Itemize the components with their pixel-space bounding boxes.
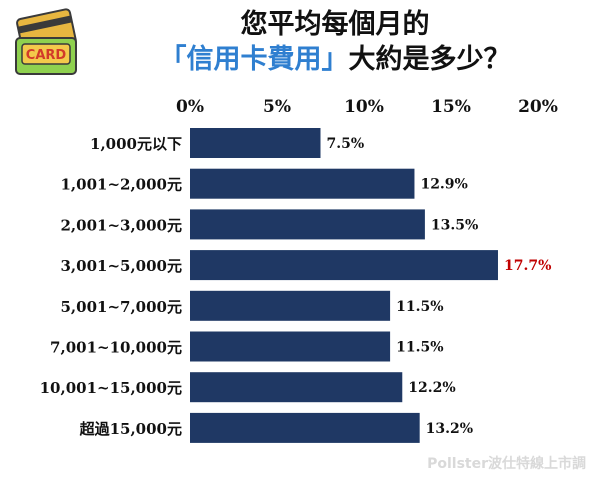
category-label: 2,001~3,000元 (60, 216, 182, 234)
category-labels: 1,000元以下 1,001~2,000元 2,001~3,000元 3,001~5,… (40, 135, 182, 438)
bars (190, 128, 498, 443)
x-axis: 0% 5% 10% 15% 20% (176, 97, 558, 117)
value-label: 7.5% (327, 136, 365, 152)
bar (190, 412, 420, 443)
title-highlight: 「信用卡費用」 (159, 44, 349, 75)
title-rest: 大約是多少？ (348, 44, 511, 75)
value-label: 13.5% (431, 217, 478, 233)
x-tick-label: 0% (176, 97, 204, 117)
chart-title: 您平均每個月的 「信用卡費用」大約是多少？ (95, 8, 575, 78)
bar (190, 290, 391, 321)
bar (190, 128, 321, 158)
bar (190, 168, 415, 199)
title-line-2: 「信用卡費用」大約是多少？ (95, 42, 575, 78)
x-tick-label: 5% (263, 97, 291, 117)
title-line-1: 您平均每個月的 (240, 9, 430, 40)
category-label: 5,001~7,000元 (60, 298, 182, 316)
x-tick-label: 20% (518, 97, 558, 117)
category-label: 10,001~15,000元 (40, 379, 182, 397)
value-label: 13.2% (426, 421, 473, 437)
category-label: 3,001~5,000元 (60, 257, 182, 275)
value-label-highlight: 17.7% (504, 258, 551, 274)
category-label: 超過15,000元 (79, 420, 182, 438)
value-label: 11.5% (396, 340, 443, 356)
value-label: 12.9% (420, 177, 467, 193)
category-label: 7,001~10,000元 (50, 339, 182, 357)
bar (190, 209, 425, 240)
card-logo-text: CARD (26, 48, 67, 63)
bar (190, 250, 498, 281)
credit-card-icon: CARD (15, 8, 77, 75)
x-tick-label: 15% (431, 97, 471, 117)
category-label: 1,001~2,000元 (60, 176, 182, 194)
value-label: 12.2% (408, 380, 455, 396)
bar (190, 331, 391, 362)
bar (190, 372, 403, 403)
watermark: Pollster波仕特線上市調 (427, 456, 586, 472)
value-labels: 7.5% 12.9% 13.5% 17.7% 11.5% 11.5% 12.2% 13.2% (327, 136, 552, 437)
value-label: 11.5% (396, 299, 443, 315)
category-label: 1,000元以下 (90, 135, 182, 153)
x-tick-label: 10% (344, 97, 384, 117)
